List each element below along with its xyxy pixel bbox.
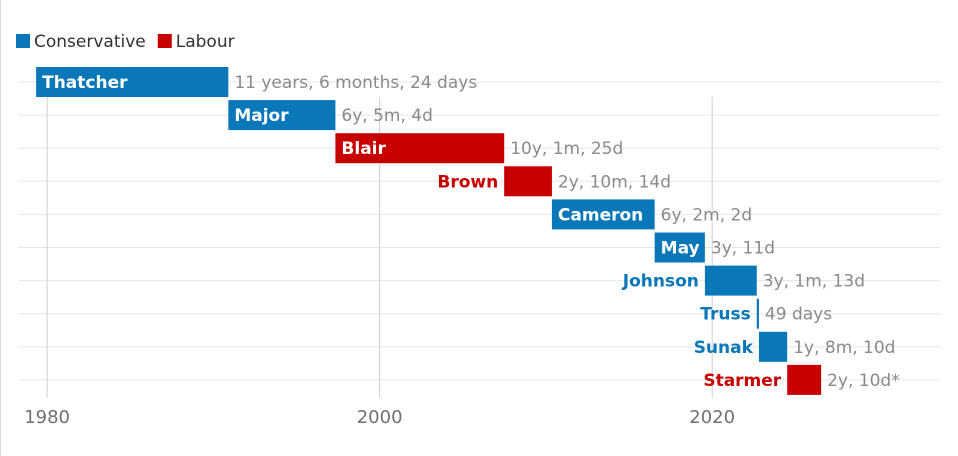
duration-label: 1y, 8m, 10d: [793, 338, 895, 358]
x-tick-label: 1980: [24, 407, 70, 428]
duration-label: 10y, 1m, 25d: [510, 139, 623, 159]
tenure-bar: [36, 67, 229, 97]
tenure-bar: [704, 265, 757, 296]
legend-label: Labour: [176, 32, 235, 52]
pm-name: Truss: [700, 305, 750, 325]
pm-name: Brown: [437, 172, 498, 192]
pm-name: Major: [234, 106, 289, 126]
duration-label: 3y, 11d: [711, 239, 775, 259]
duration-label: 2y, 10m, 14d: [558, 172, 671, 192]
tenure-bar: [228, 100, 336, 131]
tenure-bar: [787, 364, 822, 395]
legend-swatch: [157, 34, 172, 48]
pm-name: Thatcher: [42, 73, 128, 93]
duration-label: 49 days: [765, 305, 832, 325]
tenure-bar: [756, 298, 759, 329]
duration-label: 2y, 10d*: [827, 371, 900, 391]
tenure-bar: [504, 166, 552, 197]
tenure-bar: [654, 232, 705, 263]
pm-name: Johnson: [622, 272, 699, 292]
legend-label: Conservative: [34, 32, 146, 52]
duration-label: 11 years, 6 months, 24 days: [234, 73, 477, 93]
x-tick-label: 2020: [689, 407, 735, 428]
pm-name: Sunak: [694, 338, 754, 358]
pm-name: Cameron: [558, 205, 643, 225]
tenure-bar: [758, 331, 788, 362]
duration-label: 3y, 1m, 13d: [763, 272, 865, 292]
duration-label: 6y, 5m, 4d: [341, 106, 432, 126]
tenure-bar: [335, 133, 505, 164]
x-tick-label: 2000: [357, 407, 403, 428]
duration-label: 6y, 2m, 2d: [661, 205, 752, 225]
legend-swatch: [16, 34, 30, 48]
pm-name: Starmer: [703, 371, 781, 391]
pm-name: May: [661, 239, 700, 259]
pm-name: Blair: [341, 139, 386, 159]
tenure-bar: [551, 199, 655, 230]
